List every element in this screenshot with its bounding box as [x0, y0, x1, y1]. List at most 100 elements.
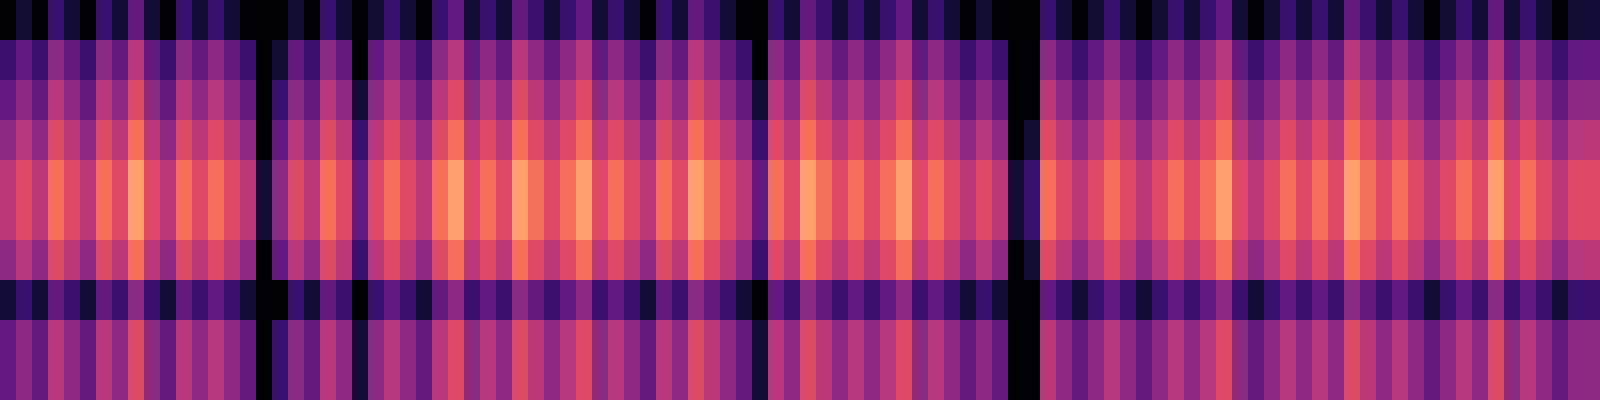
heatmap-cell [1456, 360, 1473, 400]
heatmap-cell [208, 200, 225, 241]
heatmap-cell [1392, 120, 1409, 161]
heatmap-cell [1216, 120, 1233, 161]
heatmap-cell [864, 160, 881, 201]
heatmap-cell [816, 200, 833, 241]
heatmap-cell [112, 120, 129, 161]
heatmap-cell [1584, 160, 1600, 201]
heatmap-cell [1472, 0, 1489, 41]
heatmap-cell [304, 80, 321, 121]
heatmap-cell [512, 120, 529, 161]
heatmap-cell [880, 160, 897, 201]
heatmap-cell [1392, 0, 1409, 41]
heatmap-cell [1088, 160, 1105, 201]
heatmap-cell [1264, 120, 1281, 161]
heatmap-cell [240, 0, 257, 41]
heatmap-cell [1184, 320, 1201, 361]
heatmap-cell [896, 280, 913, 321]
heatmap-cell [848, 40, 865, 81]
heatmap-cell [1312, 240, 1329, 281]
heatmap-cell [720, 160, 737, 201]
heatmap-cell [1440, 320, 1457, 361]
heatmap-cell [608, 320, 625, 361]
heatmap-cell [416, 0, 433, 41]
heatmap-cell [1328, 40, 1345, 81]
heatmap-cell [272, 80, 289, 121]
heatmap-cell [1568, 160, 1585, 201]
heatmap-cell [32, 200, 49, 241]
heatmap-cell [1264, 40, 1281, 81]
heatmap-cell [976, 240, 993, 281]
heatmap-cell [752, 280, 769, 321]
heatmap-cell [304, 160, 321, 201]
heatmap-cell [336, 280, 353, 321]
heatmap-cell [800, 200, 817, 241]
heatmap-cell [960, 0, 977, 41]
heatmap-cell [416, 360, 433, 400]
heatmap-cell [736, 0, 753, 41]
heatmap-cell [880, 320, 897, 361]
heatmap-cell [736, 320, 753, 361]
heatmap-cell [192, 360, 209, 400]
heatmap-cell [1056, 80, 1073, 121]
heatmap-cell [848, 280, 865, 321]
heatmap-cell [1040, 200, 1057, 241]
heatmap-cell [1264, 240, 1281, 281]
heatmap-cell [208, 160, 225, 201]
heatmap-cell [1280, 80, 1297, 121]
heatmap-cell [720, 0, 737, 41]
heatmap-cell [1376, 200, 1393, 241]
heatmap-cell [1024, 360, 1041, 400]
heatmap-cell [688, 240, 705, 281]
heatmap-cell [448, 320, 465, 361]
heatmap-cell [784, 80, 801, 121]
heatmap-cell [960, 320, 977, 361]
heatmap-cell [64, 280, 81, 321]
plot-area [0, 0, 1600, 400]
heatmap-cell [160, 200, 177, 241]
heatmap-cell [368, 280, 385, 321]
heatmap-cell [384, 120, 401, 161]
heatmap-cell [480, 120, 497, 161]
heatmap-cell [464, 280, 481, 321]
heatmap-cell [1440, 360, 1457, 400]
heatmap-cell [112, 280, 129, 321]
heatmap-cell [752, 240, 769, 281]
heatmap-cell [624, 240, 641, 281]
heatmap-cell [160, 80, 177, 121]
heatmap-cell [1424, 360, 1441, 400]
heatmap-cell [1392, 160, 1409, 201]
heatmap-cell [640, 120, 657, 161]
heatmap-cell [928, 120, 945, 161]
heatmap-cell [240, 80, 257, 121]
heatmap-cell [576, 240, 593, 281]
heatmap-cell [1216, 80, 1233, 121]
heatmap-cell [656, 200, 673, 241]
heatmap-cell [1584, 240, 1600, 281]
heatmap-cell [1568, 320, 1585, 361]
heatmap-cell [544, 160, 561, 201]
heatmap-cell [16, 160, 33, 201]
heatmap-cell [1104, 320, 1121, 361]
heatmap-cell [864, 0, 881, 41]
heatmap-cell [1584, 40, 1600, 81]
heatmap-cell [1088, 320, 1105, 361]
heatmap-cell [1536, 200, 1553, 241]
heatmap-cell [1584, 280, 1600, 321]
heatmap-cell [320, 200, 337, 241]
heatmap-cell [528, 320, 545, 361]
heatmap-cell [1248, 40, 1265, 81]
heatmap-cell [1536, 320, 1553, 361]
heatmap-cell [384, 160, 401, 201]
heatmap-cell [208, 120, 225, 161]
heatmap-cell [400, 80, 417, 121]
heatmap-cell [224, 0, 241, 41]
heatmap-cell [784, 280, 801, 321]
heatmap-cell [544, 200, 561, 241]
heatmap-cell [192, 240, 209, 281]
heatmap-cell [48, 40, 65, 81]
heatmap-cell [432, 280, 449, 321]
heatmap-cell [224, 160, 241, 201]
heatmap-cell [80, 80, 97, 121]
heatmap-cell [496, 320, 513, 361]
heatmap-cell [336, 200, 353, 241]
